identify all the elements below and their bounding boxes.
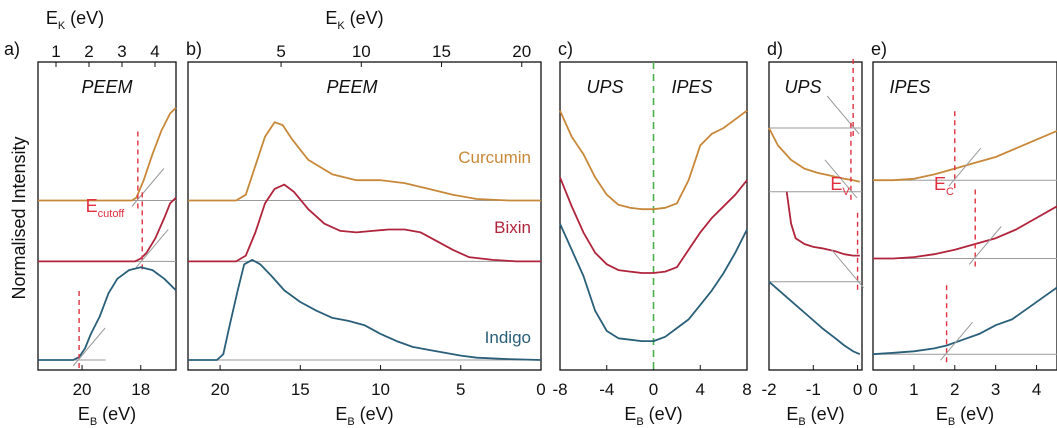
x-tick-label: 2 [950,380,959,399]
threshold-annotation: Ecutoff [86,196,126,220]
technique-tag: PEEM [326,77,377,97]
x-tick-label: 8 [742,380,751,399]
x-tick-label: 10 [371,380,390,399]
x-tick-label: 4 [696,380,705,399]
tangent-line [72,327,106,367]
technique-tag-right: IPES [671,77,712,97]
top-tick-label: 5 [276,42,285,61]
series-label-curcumin: Curcumin [458,148,531,167]
x-tick-label: 3 [991,380,1000,399]
x-tick-label: 18 [131,380,150,399]
top-tick-label: 4 [150,42,159,61]
x-axis-label: EB (eV) [78,404,136,428]
series-line-indigo [768,281,861,356]
panel-frame [768,61,863,371]
panel-e: e) 0 1 2 3 4 EB (eV) IPES EC [868,39,1057,428]
x-tick-label: -8 [552,380,567,399]
tangent-line [940,321,973,361]
series-line-bixin [559,176,748,274]
panel-letter: a) [4,39,20,59]
top-tick-label: 20 [512,42,531,61]
series-line-indigo [188,259,542,361]
panel-letter: b) [186,39,202,59]
x-tick-label: 0 [868,380,877,399]
technique-tag: PEEM [81,77,132,97]
tangent-line [135,229,169,268]
x-axis-label: EB (eV) [786,404,844,428]
panel-letter: c) [558,39,573,59]
tangent-line [824,159,858,199]
series-line-curcumin [38,107,177,202]
panel-frame [872,61,1057,371]
top-axis-label: EK (eV) [46,8,104,32]
tangent-line [131,168,165,207]
tangent-line [948,147,982,187]
panel-letter: e) [871,39,887,59]
threshold-annotation: EV [830,174,850,198]
top-tick-label: 10 [352,42,371,61]
x-tick-label: -4 [599,380,614,399]
panel-frame [559,61,748,371]
panel-letter: d) [767,39,783,59]
series-line-bixin [188,183,541,263]
series-line-bixin [785,191,860,257]
series-line-curcumin [873,130,1057,182]
tangent-line [826,95,860,135]
series-line-bixin [38,196,177,263]
series-label-indigo: Indigo [485,328,531,347]
panel-d: d) -2 -1 0 EB (eV) UPS EV [761,39,864,428]
panel-frame [187,61,542,371]
x-tick-label: 5 [456,380,465,399]
tangent-line [968,226,1002,265]
x-tick-label: 0 [853,380,862,399]
technique-tag-left: UPS [586,77,623,97]
panel-b: b) 20 15 10 5 0 EB (eV) 5 10 15 20 EK (eV) PEEM Curcu… [186,8,546,428]
x-tick-label: 15 [291,380,310,399]
x-tick-label: 0 [649,380,658,399]
tangent-line [831,249,864,289]
technique-tag: IPES [889,77,930,97]
x-axis-label: EB (eV) [335,404,393,428]
series-line-curcumin [768,127,860,183]
series-line-curcumin [188,121,541,202]
x-tick-label: 4 [1032,380,1041,399]
x-tick-label: 20 [73,380,92,399]
x-axis-label: EB (eV) [624,404,682,428]
x-tick-label: 20 [211,380,230,399]
threshold-annotation: EC [934,174,954,198]
series-line-bixin [873,205,1057,260]
top-tick-label: 15 [432,42,451,61]
series-line-curcumin [559,109,748,211]
x-tick-label: 0 [536,380,545,399]
x-tick-label: -2 [761,380,776,399]
series-line-indigo [559,223,748,342]
x-axis-label: EB (eV) [936,404,994,428]
series-line-indigo [38,266,177,361]
top-axis-label: EK (eV) [325,8,383,32]
x-tick-label: 1 [909,380,918,399]
panel-frame [37,61,177,371]
series-label-bixin: Bixin [494,218,531,237]
top-tick-label: 1 [51,42,60,61]
x-tick-label: -1 [806,380,821,399]
technique-tag: UPS [784,77,821,97]
top-tick-label: 3 [117,42,126,61]
series-line-indigo [872,286,1057,356]
top-tick-label: 2 [84,42,93,61]
panel-c: c) -8 -4 0 4 8 EB (eV) UPS IPES [552,39,751,428]
panel-a: a) 20 18 EB (eV) 1 2 3 4 EK (eV) PEEM Ecutoff [4,8,177,428]
y-axis-label: Normalised Intensity [9,136,29,299]
